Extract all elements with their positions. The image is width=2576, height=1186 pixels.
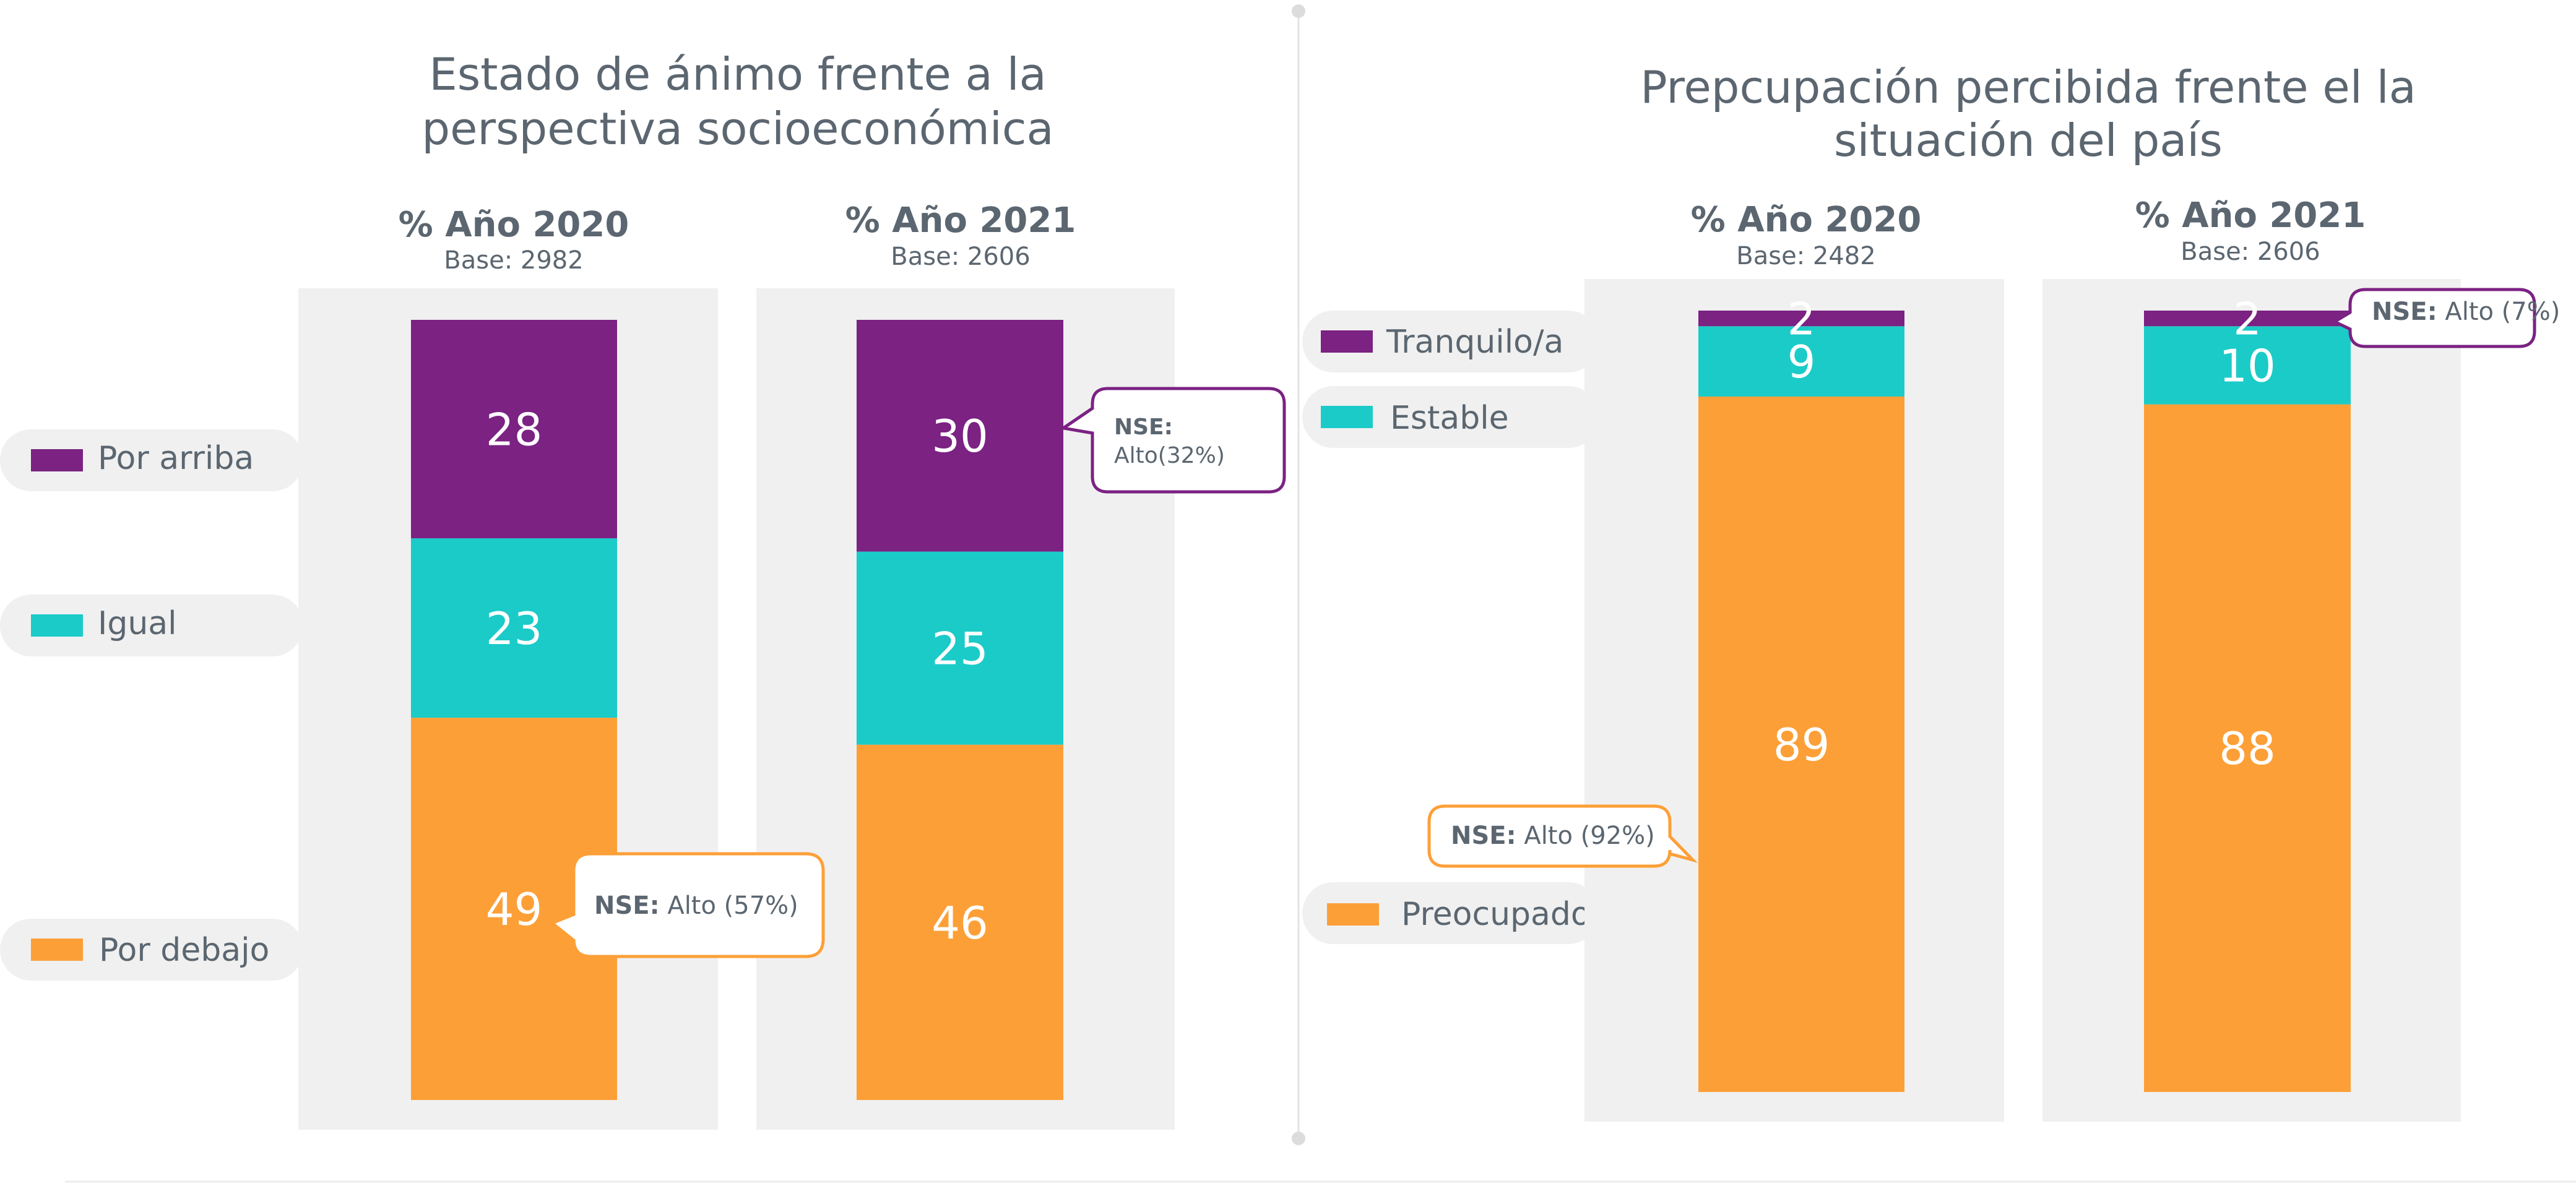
bar-segment-por-debajo <box>857 744 1063 1100</box>
chart-1-legend: Por arriba Igual Por debajo <box>0 429 303 981</box>
bar-segment-preocupado-a <box>1698 396 1904 1092</box>
legend-pill <box>1302 386 1599 448</box>
legend-item-igual: Igual <box>0 595 303 656</box>
bar-segment-por-arriba <box>411 320 617 539</box>
legend-label: Preocupado/a <box>1401 896 1621 933</box>
callout-bubble <box>2331 288 2536 348</box>
bar-segment-igual <box>411 538 617 718</box>
legend-swatch-teal <box>31 614 83 637</box>
data-label-igual: 25 <box>931 623 988 675</box>
chart-2-bars-2021: 88 102 <box>2144 293 2351 1092</box>
data-label-estable: 9 <box>1787 336 1816 388</box>
data-label-preocupado-a: 89 <box>1773 719 1830 771</box>
chart-2-callout-2020: NSE: Alto (92%) <box>1427 804 1698 868</box>
legend-pill <box>1302 882 1599 944</box>
chart-1-title-line-1: Estado de ánimo frente a la <box>429 48 1047 100</box>
chart-1-bars-2021: 46 25 30 <box>857 320 1063 1100</box>
chart-1: Estado de ánimo frente a la perspectiva … <box>0 48 1286 1130</box>
bar-segment-por-arriba <box>857 320 1063 552</box>
chart-1-bars-2020: 49 23 28 <box>411 320 617 1100</box>
legend-item-por-debajo: Por debajo <box>0 919 303 981</box>
divider-bottom-dot <box>1292 1132 1305 1145</box>
callout-detail: Alto(32%) <box>1114 443 1225 468</box>
chart-2-category-2020: % Año 2020 <box>1691 200 1922 240</box>
data-label-por-debajo: 49 <box>486 883 543 935</box>
bar-segment-tranquilo-a <box>1698 311 1904 327</box>
data-label-igual: 23 <box>486 603 543 655</box>
legend-swatch-orange <box>31 939 83 961</box>
bar-segment-tranquilo-a <box>2144 311 2351 327</box>
callout-bubble <box>549 852 825 958</box>
data-label-por-debajo: 46 <box>931 897 988 949</box>
chart-2-title-line-2: situación del país <box>1834 114 2223 166</box>
legend-label: Estable <box>1390 400 1509 437</box>
legend-swatch-teal <box>1321 406 1373 428</box>
callout-bold: NSE: <box>1114 415 1173 440</box>
callout-bubble <box>1427 804 1698 868</box>
legend-pill <box>0 595 303 656</box>
chart-2-callout-2021: NSE: Alto (7%) <box>2331 288 2560 348</box>
chart-1-category-2021: % Año 2021 <box>845 200 1076 241</box>
chart-2-title-line-1: Prepcupación percibida frente el la <box>1640 61 2416 113</box>
bar-segment-igual <box>857 551 1063 745</box>
chart-1-callout-2021: NSE: Alto(32%) <box>1059 387 1286 494</box>
legend-label: Igual <box>98 605 177 642</box>
callout-detail: Alto (92%) <box>1516 822 1655 850</box>
chart-1-title-line-2: perspectiva socioeconómica <box>421 103 1053 155</box>
legend-pill <box>0 429 303 491</box>
legend-label: Tranquilo/a <box>1386 324 1563 361</box>
legend-item-estable: Estable <box>1302 386 1599 448</box>
callout-detail: Alto (57%) <box>660 892 798 920</box>
chart-1-base-2021: Base: 2606 <box>891 243 1030 271</box>
callout-text: NSE: Alto (57%) <box>594 892 798 920</box>
legend-item-por-arriba: Por arriba <box>0 429 303 491</box>
legend-item-preocupado: Preocupado/a <box>1302 882 1621 944</box>
legend-swatch-orange <box>1327 903 1379 926</box>
bar-segment-preocupado-a <box>2144 404 2351 1092</box>
chart-2-base-2020: Base: 2482 <box>1736 242 1875 270</box>
legend-pill <box>1302 311 1599 372</box>
chart-1-callout-2020: NSE: Alto (57%) <box>549 852 825 958</box>
data-label-por-arriba: 28 <box>486 404 543 456</box>
chart-1-base-2020: Base: 2982 <box>444 246 583 275</box>
callout-bubble <box>1059 387 1286 494</box>
legend-item-tranquilo: Tranquilo/a <box>1302 311 1599 372</box>
callout-text: NSE: Alto (7%) <box>2372 298 2560 326</box>
callout-bold: NSE: <box>2372 298 2437 326</box>
data-label-tranquilo-a: 2 <box>1787 293 1816 345</box>
legend-pill <box>0 919 303 981</box>
chart-2-category-2021: % Año 2021 <box>2135 196 2366 236</box>
data-label-preocupado-a: 88 <box>2219 723 2276 775</box>
legend-swatch-purple <box>1321 330 1373 353</box>
chart-2-base-2021: Base: 2606 <box>2181 238 2320 266</box>
callout-bold: NSE: <box>1451 822 1516 850</box>
data-label-por-arriba: 30 <box>931 410 988 462</box>
bar-segment-estable <box>1698 326 1904 397</box>
callout-detail: Alto (7%) <box>2437 298 2561 326</box>
callout-bold: NSE: <box>594 892 660 920</box>
divider-top-dot <box>1292 4 1305 18</box>
legend-label: Por arriba <box>98 440 254 477</box>
legend-swatch-purple <box>31 449 83 471</box>
chart-2: Prepcupación percibida frente el la situ… <box>1302 61 2560 1122</box>
chart-1-category-2020: % Año 2020 <box>399 205 629 245</box>
chart-2-bars-2020: 89 92 <box>1698 293 1904 1092</box>
data-label-tranquilo-a: 2 <box>2233 293 2262 345</box>
legend-label: Por debajo <box>99 932 269 969</box>
bar-segment-estable <box>2144 326 2351 405</box>
chart-2-legend: Tranquilo/a Estable Preocupado/a <box>1302 311 1621 944</box>
data-label-estable: 10 <box>2219 340 2276 392</box>
callout-text: NSE: Alto (92%) <box>1451 822 1655 850</box>
